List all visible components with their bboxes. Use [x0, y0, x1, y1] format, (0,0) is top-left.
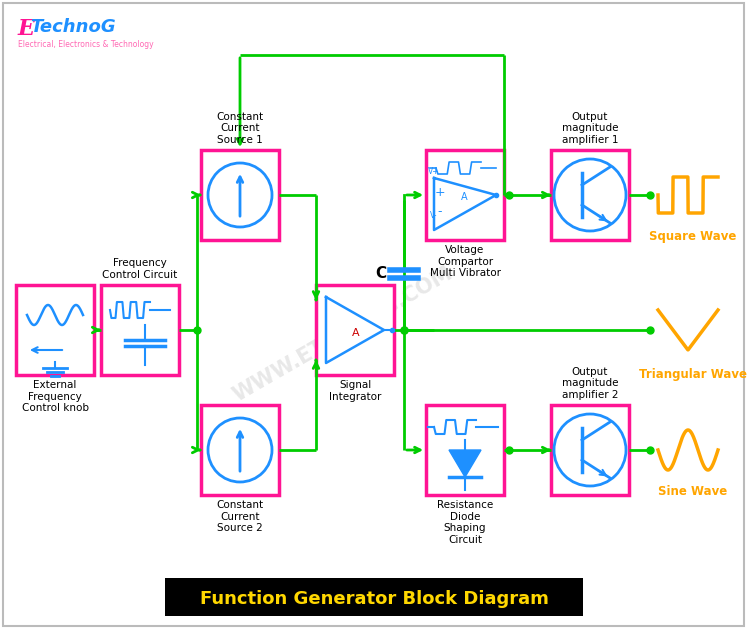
- Bar: [101, 285, 179, 375]
- Text: Constant
Current
Source 2: Constant Current Source 2: [217, 500, 264, 533]
- Text: C: C: [375, 267, 386, 282]
- Text: E: E: [18, 18, 35, 40]
- Text: Square Wave: Square Wave: [649, 230, 737, 243]
- Text: A: A: [461, 192, 468, 202]
- Text: Triangular Wave: Triangular Wave: [639, 368, 747, 381]
- Text: TechnoG: TechnoG: [30, 18, 116, 36]
- Text: Output
magnitude
amplifier 1: Output magnitude amplifier 1: [562, 112, 619, 145]
- Bar: [201, 150, 279, 240]
- Bar: [551, 150, 629, 240]
- Polygon shape: [449, 450, 481, 477]
- Text: WWW.ETechnoG.COM: WWW.ETechnoG.COM: [229, 263, 456, 405]
- Bar: [165, 578, 583, 616]
- Bar: [316, 285, 394, 375]
- Text: Signal
Integrator: Signal Integrator: [329, 380, 381, 401]
- Bar: [201, 405, 279, 495]
- Text: External
Frequency
Control knob: External Frequency Control knob: [22, 380, 88, 413]
- Text: Frequency
Control Circuit: Frequency Control Circuit: [102, 259, 178, 280]
- Text: Output
magnitude
amplifier 2: Output magnitude amplifier 2: [562, 367, 619, 400]
- Text: Function Generator Block Diagram: Function Generator Block Diagram: [199, 590, 548, 608]
- Bar: [551, 405, 629, 495]
- Text: +: +: [435, 186, 445, 199]
- Text: Sine Wave: Sine Wave: [658, 485, 728, 498]
- Bar: [16, 285, 94, 375]
- Text: -: -: [438, 206, 442, 218]
- Bar: [426, 405, 504, 495]
- Text: Electrical, Electronics & Technology: Electrical, Electronics & Technology: [18, 40, 154, 49]
- Text: Voltage
Compartor
Multi Vibrator: Voltage Compartor Multi Vibrator: [430, 245, 500, 278]
- Text: V+: V+: [428, 167, 440, 177]
- Bar: [426, 150, 504, 240]
- Text: A: A: [352, 328, 360, 338]
- Text: V-: V-: [430, 211, 438, 220]
- Text: Resistance
Diode
Shaping
Circuit: Resistance Diode Shaping Circuit: [437, 500, 493, 545]
- Text: Constant
Current
Source 1: Constant Current Source 1: [217, 112, 264, 145]
